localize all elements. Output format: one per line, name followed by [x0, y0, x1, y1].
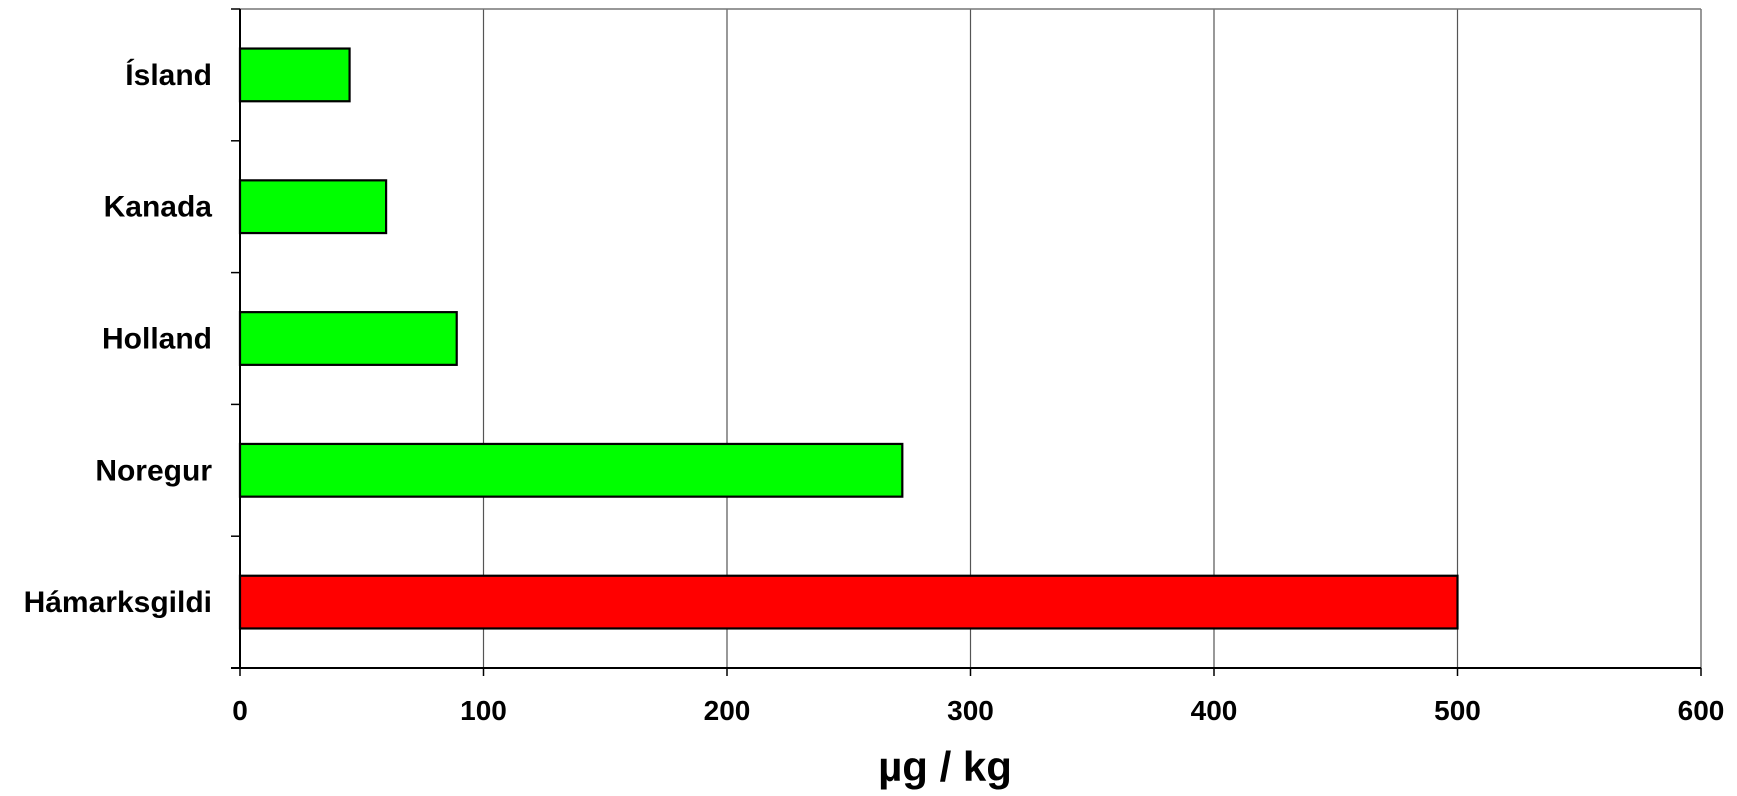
category-label: Hámarksgildi — [24, 586, 212, 619]
bars — [238, 47, 1459, 630]
bar-5 — [238, 574, 1459, 630]
category-label: Ísland — [125, 58, 212, 92]
x-tick-label: 0 — [232, 695, 248, 726]
bar-1 — [238, 47, 351, 103]
x-tick-label: 200 — [704, 695, 751, 726]
x-tick-label: 500 — [1434, 695, 1481, 726]
x-tick-label: 600 — [1678, 695, 1725, 726]
category-label: Kanada — [104, 191, 213, 224]
x-tick-label: 400 — [1191, 695, 1238, 726]
category-label: Holland — [102, 323, 212, 356]
x-tick-label: 300 — [947, 695, 994, 726]
category-label: Noregur — [95, 454, 212, 487]
x-tick-label: 100 — [460, 695, 507, 726]
axes — [231, 8, 1702, 676]
bar-3 — [238, 311, 458, 366]
grid-lines — [482, 9, 1702, 668]
bar-4 — [238, 442, 904, 498]
bar-2 — [238, 179, 388, 235]
x-axis-title: µg / kg — [878, 743, 1012, 790]
labels: Ísland Kanada Holland Noregur Hámarksgildi 0 1… — [24, 58, 1725, 726]
